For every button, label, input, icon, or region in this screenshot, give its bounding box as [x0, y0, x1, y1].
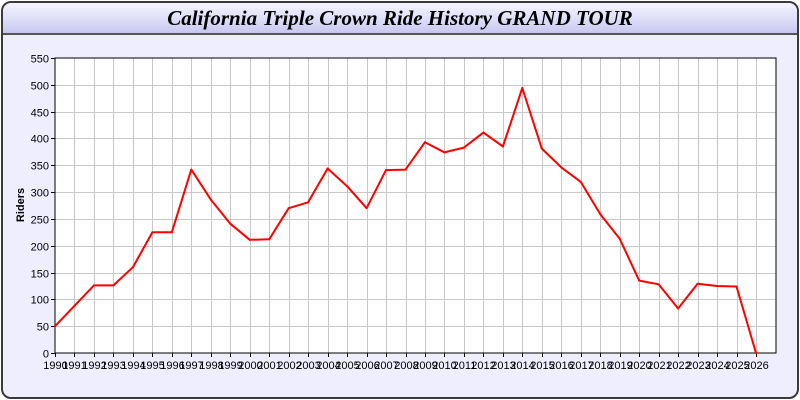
data-point-2009 — [423, 141, 426, 144]
data-point-2025 — [735, 285, 738, 288]
data-point-2021 — [657, 283, 660, 286]
data-point-1991 — [73, 304, 76, 307]
y-tick-label: 200 — [31, 242, 49, 254]
y-tick-label: 150 — [31, 269, 49, 281]
x-tick-label: 2022 — [666, 360, 690, 372]
data-point-2018 — [599, 213, 602, 216]
y-tick-label: 500 — [31, 81, 49, 93]
x-tick-label: 2020 — [627, 360, 651, 372]
x-tick-label: 1994 — [121, 360, 145, 372]
data-point-2023 — [696, 282, 699, 285]
data-point-2002 — [287, 207, 290, 210]
data-point-1992 — [92, 284, 95, 287]
data-point-1990 — [54, 325, 56, 328]
x-tick-label: 2011 — [453, 360, 477, 372]
y-axis-label: Riders — [15, 188, 27, 222]
data-point-2024 — [716, 284, 719, 287]
data-point-1993 — [112, 284, 115, 287]
data-point-2010 — [443, 151, 446, 154]
data-point-1996 — [170, 231, 173, 234]
data-point-1999 — [229, 222, 232, 225]
x-tick-label: 2010 — [432, 360, 456, 372]
x-tick-label: 2014 — [510, 360, 534, 372]
data-point-2013 — [501, 145, 504, 148]
x-tick-label: 2015 — [530, 360, 554, 372]
x-tick-label: 2017 — [569, 360, 593, 372]
x-tick-label: 2024 — [705, 360, 729, 372]
data-point-1998 — [209, 198, 212, 201]
x-tick-label: 2007 — [374, 360, 398, 372]
x-tick-label: 1990 — [43, 360, 67, 372]
x-tick-label: 2004 — [316, 360, 340, 372]
x-tick-label: 2006 — [355, 360, 379, 372]
x-tick-label: 1996 — [160, 360, 184, 372]
data-point-2022 — [677, 307, 680, 310]
x-tick-label: 2019 — [608, 360, 632, 372]
x-tick-label: 2026 — [744, 360, 768, 372]
chart-title: California Triple Crown Ride History GRA… — [167, 6, 633, 30]
data-point-1997 — [190, 168, 193, 171]
data-point-2026 — [755, 352, 757, 354]
x-tick-label: 2018 — [588, 360, 612, 372]
data-point-2005 — [346, 185, 349, 188]
plot-area — [54, 57, 777, 354]
data-point-2012 — [482, 131, 485, 134]
x-tick-label: 1998 — [199, 360, 223, 372]
data-point-2019 — [618, 237, 621, 240]
data-point-2000 — [248, 238, 251, 241]
y-tick-label: 0 — [43, 349, 49, 361]
data-point-2014 — [521, 87, 524, 90]
x-tick-label: 2003 — [296, 360, 320, 372]
x-tick-label: 2013 — [491, 360, 515, 372]
x-tick-label: 1991 — [62, 360, 86, 372]
data-point-1994 — [131, 266, 134, 269]
x-tick-label: 1997 — [179, 360, 203, 372]
y-tick-label: 250 — [31, 215, 49, 227]
data-point-2016 — [560, 166, 563, 169]
x-tick-label: 2000 — [238, 360, 262, 372]
data-point-2020 — [638, 279, 641, 282]
data-point-2011 — [462, 146, 465, 149]
data-point-1995 — [151, 231, 154, 234]
plot-border — [54, 57, 777, 354]
data-point-2017 — [579, 180, 582, 183]
x-tick-label: 2012 — [471, 360, 495, 372]
x-tick-label: 2016 — [549, 360, 573, 372]
data-point-2007 — [385, 169, 388, 172]
x-tick-label: 2005 — [335, 360, 359, 372]
x-tick-label: 1992 — [82, 360, 106, 372]
x-tick-label: 2001 — [257, 360, 281, 372]
x-tick-label: 2002 — [277, 360, 301, 372]
data-point-2004 — [326, 167, 329, 170]
data-point-2008 — [404, 168, 407, 171]
x-tick-label: 1995 — [140, 360, 164, 372]
x-tick-label: 2023 — [686, 360, 710, 372]
y-tick-label: 400 — [31, 134, 49, 146]
x-tick-label: 2008 — [394, 360, 418, 372]
y-tick-label: 450 — [31, 108, 49, 120]
x-tick-label: 2009 — [413, 360, 437, 372]
x-tick-label: 2025 — [725, 360, 749, 372]
y-tick-label: 550 — [31, 54, 49, 66]
y-tick-label: 100 — [31, 295, 49, 307]
y-tick-label: 50 — [37, 322, 49, 334]
x-tick-label: 1993 — [101, 360, 125, 372]
title-bar: California Triple Crown Ride History GRA… — [3, 3, 797, 35]
x-tick-label: 2021 — [647, 360, 671, 372]
data-point-2001 — [268, 238, 271, 241]
data-point-2006 — [365, 207, 368, 210]
x-tick-label: 1999 — [218, 360, 242, 372]
y-tick-label: 350 — [31, 161, 49, 173]
y-tick-label: 300 — [31, 188, 49, 200]
data-point-2003 — [307, 201, 310, 204]
data-point-2015 — [540, 147, 543, 150]
